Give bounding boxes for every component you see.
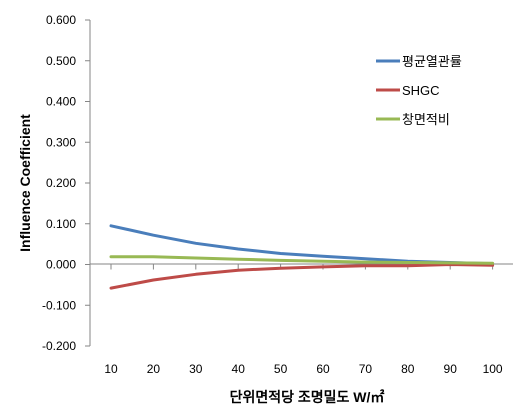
y-tick-label: 0.200 bbox=[46, 176, 76, 190]
y-tick-label: -0.100 bbox=[42, 298, 76, 312]
y-tick-label: 0.400 bbox=[46, 95, 76, 109]
y-tick-label: 0.100 bbox=[46, 217, 76, 231]
y-axis-title: Influence Coefficient bbox=[17, 114, 33, 252]
x-tick-label: 40 bbox=[232, 362, 246, 376]
series-lines bbox=[109, 224, 495, 290]
x-tick-label: 80 bbox=[401, 362, 415, 376]
x-tick-label: 70 bbox=[359, 362, 373, 376]
legend: 평균열관률 SHGC 창면적비 bbox=[376, 54, 462, 127]
series-line bbox=[109, 255, 495, 265]
y-tick-label: 0.000 bbox=[46, 258, 76, 272]
y-tick-label: 0.500 bbox=[46, 54, 76, 68]
x-tick-label: 100 bbox=[483, 362, 503, 376]
x-tick-label: 30 bbox=[189, 362, 203, 376]
y-tick-label: 0.600 bbox=[46, 13, 76, 27]
y-tick-label: 0.300 bbox=[46, 135, 76, 149]
x-axis-ticks: 10 20 30 40 50 60 70 80 90 100 bbox=[104, 264, 503, 376]
legend-label: 창면적비 bbox=[402, 112, 450, 127]
series-line bbox=[109, 263, 495, 290]
legend-label: SHGC bbox=[402, 83, 440, 98]
legend-label: 평균열관률 bbox=[402, 54, 462, 69]
x-tick-label: 10 bbox=[104, 362, 118, 376]
x-tick-label: 60 bbox=[316, 362, 330, 376]
x-tick-label: 50 bbox=[274, 362, 288, 376]
x-tick-label: 20 bbox=[147, 362, 161, 376]
y-tick-label: -0.200 bbox=[42, 339, 76, 353]
x-axis-title: 단위면적당 조명밀도 W/㎡ bbox=[230, 389, 385, 405]
x-tick-label: 90 bbox=[444, 362, 458, 376]
y-axis-ticks: 0.600 0.500 0.400 0.300 0.200 0.100 0.000 -0.10… bbox=[42, 13, 90, 353]
